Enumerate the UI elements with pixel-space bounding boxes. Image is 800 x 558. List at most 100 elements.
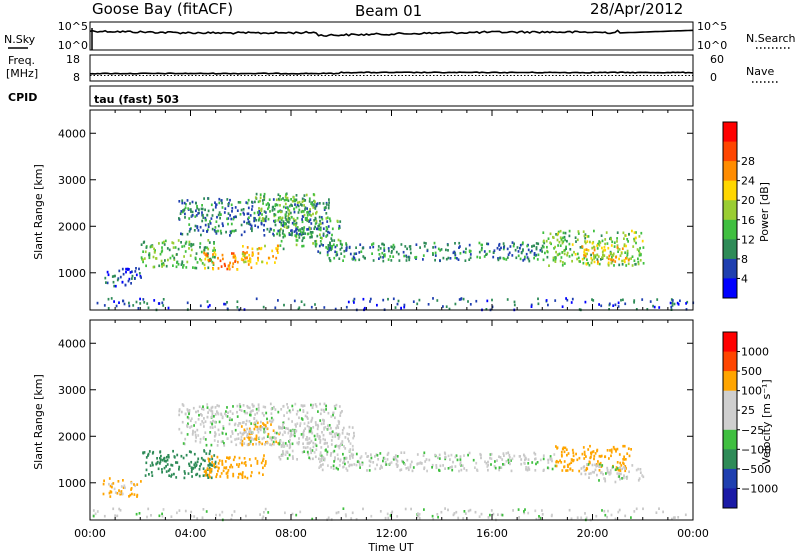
heatmap-cell [204,459,206,463]
heatmap-cell [626,477,628,480]
heatmap-cell [416,515,419,518]
heatmap-cell [324,449,327,452]
heatmap-cell [314,240,317,243]
heatmap-cell [240,223,243,227]
heatmap-cell [352,448,354,451]
heatmap-cell [392,247,395,251]
heatmap-cell [490,463,492,466]
heatmap-cell [558,240,561,244]
heatmap-cell [635,241,637,245]
heatmap-cell [418,512,421,516]
heatmap-cell [547,237,550,240]
heatmap-cell [312,403,314,407]
heatmap-cell [231,252,233,255]
heatmap-cell [236,410,238,414]
heatmap-cell [204,216,207,220]
heatmap-cell [487,468,489,472]
heatmap-cell [442,305,444,308]
heatmap-cell [278,441,281,445]
heatmap-cell [409,245,412,248]
heatmap-cell [542,231,545,234]
heatmap-cell [204,474,207,477]
heatmap-cell [539,249,542,252]
heatmap-cell [528,468,531,471]
heatmap-cell [546,245,548,249]
nsky-panel [89,21,694,51]
heatmap-cell [311,406,314,409]
heatmap-cell [382,456,385,460]
nsearch-tick-bottom: 10^0 [697,39,727,52]
heatmap-cell [203,470,206,473]
heatmap-cell [587,249,590,252]
heatmap-cell [599,461,602,465]
heatmap-cell [301,239,304,243]
heatmap-cell [620,464,623,467]
heatmap-cell [560,450,563,454]
power-colorbar-tick-label: 24 [741,175,755,188]
heatmap-cell [319,419,322,422]
heatmap-cell [560,256,563,259]
heatmap-cell [221,510,224,514]
heatmap-cell [333,449,336,453]
heatmap-cell [111,483,113,486]
heatmap-cell [296,216,299,220]
heatmap-cell [286,206,288,209]
heatmap-cell [499,256,501,260]
heatmap-cell [356,460,359,463]
heatmap-cell [218,513,221,517]
heatmap-cell [314,438,317,441]
heatmap-cell [331,233,333,237]
heatmap-cell [240,409,243,412]
heatmap-cell [262,466,264,470]
heatmap-cell [291,231,293,235]
heatmap-cell [583,248,586,252]
heatmap-cell [381,251,384,255]
heatmap-cell [181,245,184,248]
heatmap-cell [248,420,251,423]
heatmap-cell [292,457,294,460]
heatmap-cell [336,433,339,437]
heatmap-cell [327,424,329,427]
heatmap-cell [319,453,322,456]
heatmap-cell [243,220,246,224]
heatmap-cell [358,251,361,254]
heatmap-cell [623,466,625,469]
heatmap-cell [372,259,375,262]
heatmap-cell [272,198,275,201]
heatmap-cell [210,217,213,220]
heatmap-cell [180,410,183,414]
heatmap-cell [296,458,298,461]
heatmap-cell [611,255,613,259]
heatmap-cell [403,305,406,309]
heatmap-cell [590,253,592,257]
heatmap-cell [503,454,505,457]
heatmap-cell [568,255,571,258]
heatmap-cell [160,454,162,458]
heatmap-cell [626,238,629,241]
heatmap-cell [251,227,253,230]
heatmap-cell [586,463,588,466]
heatmap-cell [508,456,511,459]
heatmap-cell [534,469,537,472]
heatmap-cell [159,252,162,256]
heatmap-cell [128,268,130,271]
heatmap-cell [209,421,212,424]
heatmap-cell [454,253,457,257]
heatmap-cell [142,298,145,301]
heatmap-cell [454,302,457,306]
cpid-panel [89,85,694,107]
heatmap-cell [327,464,329,467]
heatmap-cell [323,206,326,210]
heatmap-cell [318,215,321,219]
heatmap-cell [298,416,300,420]
heatmap-cell [444,456,446,459]
heatmap-cell [602,472,604,476]
heatmap-cell [186,424,188,427]
heatmap-cell [185,453,188,457]
heatmap-cell [116,514,119,518]
heatmap-cell [557,460,560,464]
heatmap-cell [213,435,216,438]
heatmap-cell [317,250,320,253]
heatmap-cell [206,213,209,217]
